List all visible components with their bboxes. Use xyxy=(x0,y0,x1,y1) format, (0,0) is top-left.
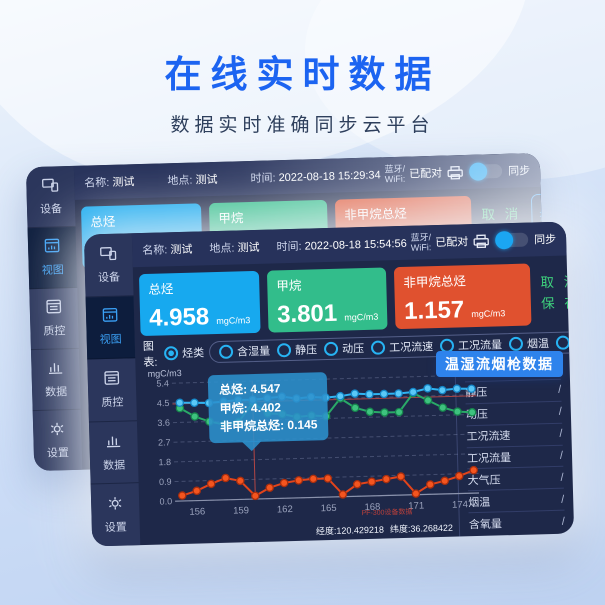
sidebar-item-label: 视图 xyxy=(41,264,64,277)
card-ch4: 甲烷 3.801 mgC/m3 xyxy=(266,267,388,333)
svg-text:0.0: 0.0 xyxy=(159,496,172,506)
svg-text:0.9: 0.9 xyxy=(159,477,172,487)
pair-status: 已配对 xyxy=(409,167,443,181)
y-axis-unit-label: mgC/m3 xyxy=(147,367,182,379)
bar-chart-icon xyxy=(103,432,124,453)
radio-dynamic-pressure[interactable]: 动压 xyxy=(323,340,364,357)
devices-icon xyxy=(40,176,61,197)
radio-flow-speed[interactable]: 工况流速 xyxy=(370,338,433,356)
sidebar-item-qc[interactable]: 质控 xyxy=(87,358,137,423)
svg-text:3.6: 3.6 xyxy=(157,418,170,428)
sidebar-item-label: 设置 xyxy=(104,521,127,535)
sidebar-item-label: 设备 xyxy=(97,271,121,285)
radio-humidity[interactable]: 含湿量 xyxy=(218,343,270,360)
gps-coordinates: 经度:120.429218 纬度:36.268422 xyxy=(315,522,454,537)
time-field: 时间: 2022-08-18 15:54:56 xyxy=(276,237,407,254)
bluetooth-wifi-label: 蓝牙/WiFi: xyxy=(384,163,406,185)
sidebar: 设备 视图 质控 数据 设置 xyxy=(25,165,83,472)
cancel-save-button[interactable]: 取 消保 存 xyxy=(540,274,575,312)
probe-data-badge: 温湿流烟枪数据 xyxy=(436,351,563,377)
svg-text:174: 174 xyxy=(452,499,468,510)
app-panel-front: 设备 视图 质控 数据 设置 名称: 测试 地点: 测 xyxy=(83,221,575,547)
sidebar-item-data[interactable]: 数据 xyxy=(88,420,139,485)
sidebar-item-label: 设备 xyxy=(39,203,63,216)
radio-static-pressure[interactable]: 静压 xyxy=(276,341,317,358)
page-subtitle: 数据实时准确同步云平台 xyxy=(170,115,435,136)
sidebar-item-label: 质控 xyxy=(43,325,66,338)
svg-text:159: 159 xyxy=(233,505,249,516)
sidebar-item-qc[interactable]: 质控 xyxy=(29,287,79,351)
sync-label: 同步 xyxy=(508,165,531,178)
sidebar-item-label: 质控 xyxy=(101,396,124,410)
sync-label: 同步 xyxy=(534,233,557,247)
svg-text:5.4: 5.4 xyxy=(156,378,169,388)
sidebar-item-view[interactable]: 视图 xyxy=(85,295,136,360)
sidebar-item-data[interactable]: 数据 xyxy=(30,348,81,412)
svg-text:1.8: 1.8 xyxy=(158,457,171,467)
sidebar: 设备 视图 质控 数据 设置 xyxy=(83,233,141,547)
sidebar-item-label: 设置 xyxy=(46,447,70,460)
svg-text:168: 168 xyxy=(364,502,380,513)
gear-icon xyxy=(47,420,68,441)
location-field: 地点: 测试 xyxy=(167,173,218,188)
sync-toggle[interactable] xyxy=(494,230,529,250)
svg-text:165: 165 xyxy=(321,503,337,514)
card-nmhc: 非甲烷总烃 1.157 mgC/m3 xyxy=(393,263,532,330)
printer-icon[interactable] xyxy=(472,233,490,248)
device-name-field: 名称: 测试 xyxy=(84,176,135,190)
sidebar-item-label: 数据 xyxy=(44,386,68,399)
location-field: 地点: 测试 xyxy=(209,241,260,256)
svg-text:4.5: 4.5 xyxy=(157,398,170,408)
printer-icon[interactable] xyxy=(446,165,464,180)
sidebar-item-settings[interactable]: 设置 xyxy=(33,410,83,471)
device-watermark: PF-300设备数据 xyxy=(361,508,413,518)
svg-text:171: 171 xyxy=(408,500,424,511)
window-chart-icon xyxy=(42,237,63,258)
page-title: 在线实时数据 xyxy=(164,54,441,95)
window-lines-icon xyxy=(44,298,65,319)
card-thc: 总烃 4.958 mgC/m3 xyxy=(138,270,261,337)
chart-area: mgC/m3 0.0 0.9 1.8 2.7 3.6 4.5 5.4 156 159 162 165… xyxy=(135,359,480,546)
bar-chart-icon xyxy=(45,359,66,380)
chart-tooltip: 总烃: 4.547 甲烷: 4.402 非甲烷总烃: 0.145 xyxy=(207,372,329,444)
window-chart-icon xyxy=(100,307,121,328)
bluetooth-wifi-label: 蓝牙/WiFi: xyxy=(410,231,432,253)
time-field: 时间: 2022-08-18 15:29:34 xyxy=(250,169,381,185)
sidebar-item-label: 数据 xyxy=(102,459,126,472)
pair-status: 已配对 xyxy=(435,236,469,250)
svg-text:2.7: 2.7 xyxy=(158,437,171,447)
sidebar-item-device[interactable]: 设备 xyxy=(25,165,76,229)
radio-oxygen[interactable]: 含氧量 xyxy=(555,333,574,350)
sidebar-item-settings[interactable]: 设置 xyxy=(91,484,141,547)
window-lines-icon xyxy=(102,370,123,391)
sidebar-item-view[interactable]: 视图 xyxy=(27,226,78,290)
sync-toggle[interactable] xyxy=(468,162,503,181)
device-name-field: 名称: 测试 xyxy=(142,243,193,257)
radio-hydrocarbon[interactable]: 烃类 xyxy=(163,344,204,361)
hero: 在线实时数据 数据实时准确同步云平台 xyxy=(0,44,605,137)
devices-icon xyxy=(98,244,119,265)
svg-text:156: 156 xyxy=(189,506,205,517)
radio-smoke-temp[interactable]: 烟温 xyxy=(508,335,549,352)
readout-cards: 总烃 4.958 mgC/m3 甲烷 3.801 mgC/m3 非甲烷总烃 1.15… xyxy=(133,256,574,342)
sidebar-item-label: 视图 xyxy=(99,333,122,347)
sidebar-item-device[interactable]: 设备 xyxy=(83,233,134,298)
gear-icon xyxy=(105,495,126,516)
svg-text:162: 162 xyxy=(277,504,293,515)
